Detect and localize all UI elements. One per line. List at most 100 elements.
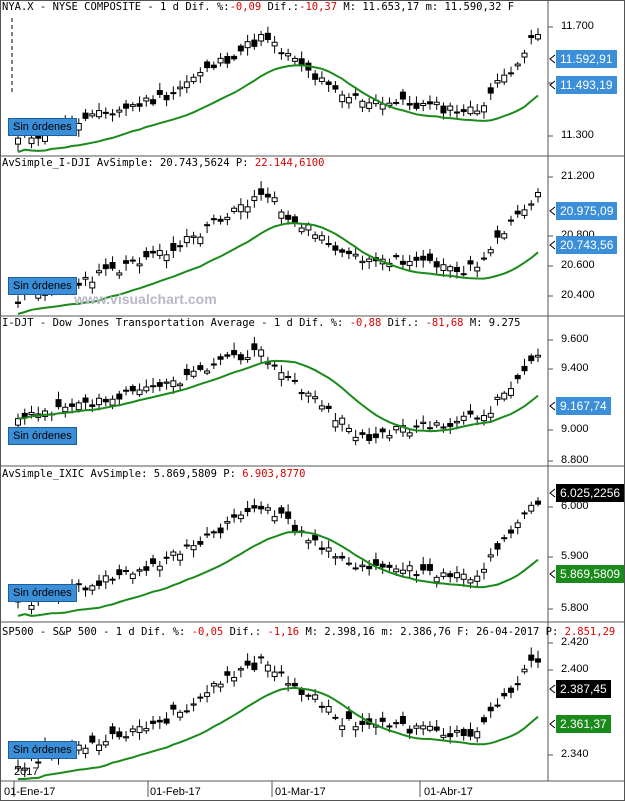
candle-body [528, 355, 535, 362]
candle-body [75, 122, 82, 131]
price-tag: 11.493,19 [556, 76, 617, 94]
candle-body [460, 573, 467, 580]
candle-body [123, 570, 130, 573]
candle-body [352, 93, 359, 96]
candle-body [298, 392, 305, 395]
candle-body [204, 533, 211, 536]
candle-body [143, 386, 150, 392]
no-orders-badge[interactable]: Sin órdenes [8, 277, 77, 295]
candle-body [393, 568, 400, 573]
candle-body [487, 554, 494, 558]
candle-body [75, 744, 82, 751]
price-tag: 20.975,09 [556, 202, 618, 220]
candle-body [440, 426, 447, 429]
candle-body [143, 728, 150, 732]
no-orders-badge[interactable]: Sin órdenes [8, 118, 77, 136]
candle-body [339, 417, 346, 425]
candle-body [345, 427, 352, 433]
candle-body [406, 261, 413, 266]
candle-body [55, 399, 62, 408]
candle-body [413, 574, 420, 577]
candle-body [129, 259, 136, 262]
candle-body [170, 243, 177, 251]
candle-body [264, 32, 271, 41]
candle-body [460, 273, 467, 276]
candle-body [285, 214, 292, 220]
candle-body [177, 245, 184, 248]
candle-body [82, 276, 89, 280]
candle-body [136, 389, 143, 396]
candle-body [514, 522, 521, 529]
candle-body [318, 547, 325, 550]
candle-body [177, 553, 184, 561]
candle-body [291, 379, 298, 382]
candle-body [116, 569, 123, 576]
candle-body [244, 357, 251, 361]
candle-body [217, 57, 224, 64]
candle-body [386, 725, 393, 728]
candle-body [332, 245, 339, 251]
candle-body [75, 402, 82, 411]
candle-body [210, 218, 217, 221]
candle-body [447, 105, 454, 111]
candle-body [285, 376, 292, 379]
candle-body [494, 704, 501, 707]
moving-average-line [17, 359, 539, 433]
candle-body [96, 397, 103, 406]
candle-body [413, 425, 420, 428]
candle-body [474, 575, 481, 582]
candle-body [426, 725, 433, 731]
price-tag-pointer [549, 80, 556, 90]
candle-body [359, 720, 366, 725]
candle-body [433, 422, 440, 426]
candle-body [318, 705, 325, 708]
candle-body [399, 569, 406, 574]
candle-body [420, 725, 427, 730]
no-orders-badge[interactable]: Sin órdenes [8, 741, 77, 759]
candle-body [231, 55, 238, 60]
candle-body [237, 354, 244, 361]
candle-body [480, 105, 487, 113]
candle-body [163, 94, 170, 101]
candle-body [183, 710, 190, 713]
candle-body [278, 372, 285, 380]
candle-body [28, 137, 35, 145]
candle-body [521, 52, 528, 58]
candle-body [507, 687, 514, 693]
candle-body [285, 511, 292, 519]
candle-body [291, 682, 298, 687]
candle-body [217, 683, 224, 688]
candle-body [453, 111, 460, 114]
candle-body [426, 101, 433, 105]
candle-body [109, 726, 116, 735]
candle-body [150, 99, 157, 105]
price-tag-pointer [549, 719, 556, 729]
candle-body [143, 566, 150, 571]
candle-body [251, 343, 258, 351]
candle-body [487, 412, 494, 418]
candle-body [163, 254, 170, 262]
candle-body [271, 197, 278, 203]
candle-body [109, 398, 116, 406]
candle-body [312, 534, 319, 541]
y-tick-label: 11.300 [561, 129, 594, 141]
candle-body [123, 103, 130, 109]
candle-body [251, 39, 258, 47]
candle-body [298, 227, 305, 233]
candle-body [170, 551, 177, 556]
no-orders-badge[interactable]: Sin órdenes [8, 427, 77, 445]
candle-body [352, 436, 359, 442]
no-orders-badge[interactable]: Sin órdenes [8, 584, 77, 602]
candle-body [136, 726, 143, 733]
candle-body [197, 236, 204, 245]
candle-body [170, 92, 177, 95]
candle-body [224, 354, 231, 357]
candle-body [359, 260, 366, 264]
price-tag: 6.025,2256 [556, 484, 625, 502]
candle-body [514, 210, 521, 215]
candle-body [487, 87, 494, 94]
candle-body [102, 111, 109, 114]
candle-body [339, 725, 346, 730]
candle-body [136, 569, 143, 572]
candle-body [339, 249, 346, 253]
